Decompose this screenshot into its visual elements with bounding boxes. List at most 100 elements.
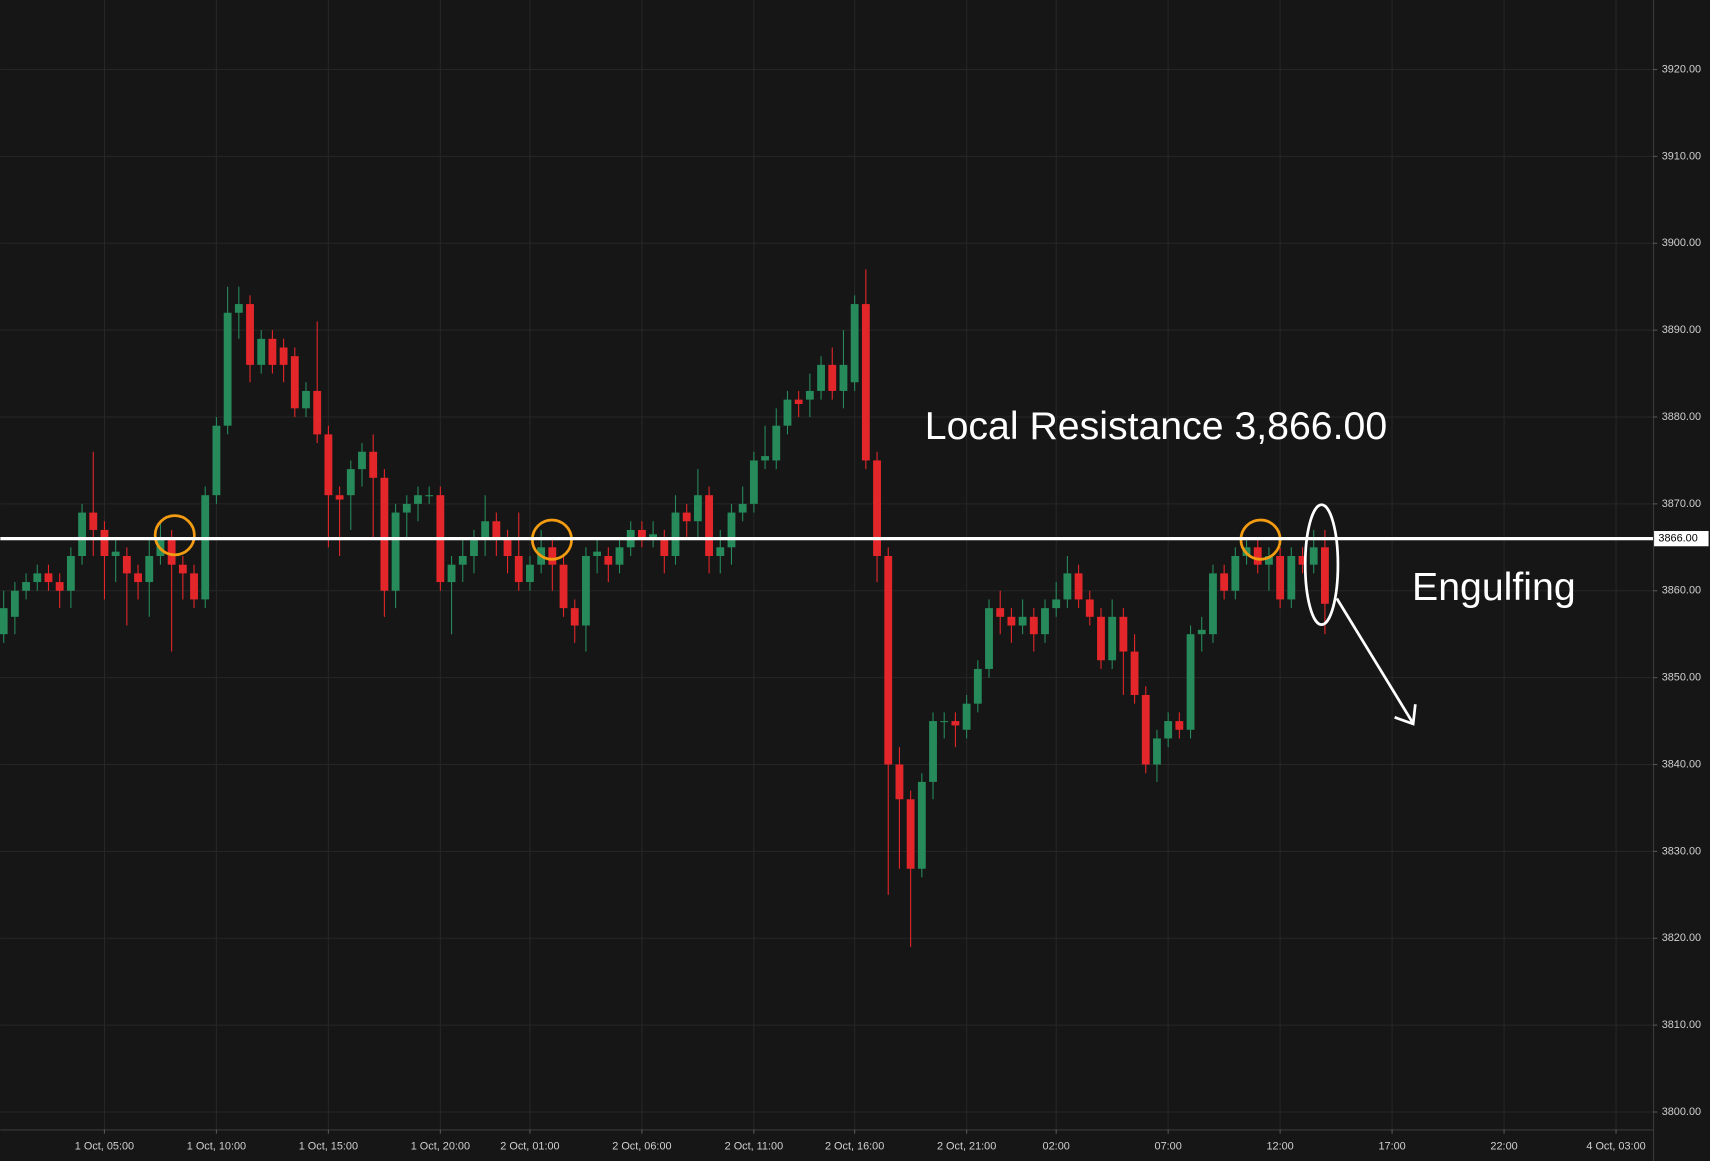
candle-body (514, 556, 523, 583)
candle-body (234, 304, 243, 313)
x-tick-label: 02:00 (1043, 1141, 1070, 1153)
candle-body (1153, 738, 1161, 765)
candle-body (279, 347, 288, 365)
candle-body (346, 469, 355, 496)
candle-body (615, 547, 624, 565)
candle-body (414, 495, 422, 504)
candle-body (111, 551, 120, 557)
candle-body (1220, 573, 1229, 591)
candle-body (895, 764, 904, 800)
candle-body (917, 781, 926, 869)
x-tick-label: 2 Oct, 11:00 (725, 1141, 784, 1153)
candle-body (223, 312, 232, 426)
candle-body (985, 608, 993, 669)
x-tick-label: 2 Oct, 06:00 (612, 1141, 671, 1153)
candle-body (458, 556, 467, 565)
x-tick-label: 22:00 (1490, 1141, 1517, 1153)
y-tick-label: 3800.00 (1662, 1106, 1701, 1118)
candle-body (1320, 547, 1329, 604)
candle-body (929, 721, 937, 782)
price-label: 3866.00 (1658, 533, 1697, 545)
candle-body (839, 364, 848, 391)
annotation-engulfing: Engulfing (1412, 565, 1576, 609)
candle-body (178, 564, 187, 574)
candle-body (313, 390, 322, 435)
candle-body (134, 573, 142, 583)
candle-body (873, 460, 881, 557)
candle-body (1074, 573, 1083, 600)
candle-body (649, 534, 658, 539)
candle-body (257, 338, 266, 365)
candle-body (660, 538, 669, 557)
candle-body (1029, 616, 1038, 635)
candle-body (10, 590, 19, 617)
x-tick-label: 1 Oct, 15:00 (299, 1141, 358, 1153)
candle-body (1175, 721, 1184, 730)
candle-body (1141, 695, 1150, 765)
x-tick-label: 07:00 (1155, 1141, 1182, 1153)
candle-body (246, 304, 254, 365)
candle-body (1253, 547, 1262, 565)
candle-body (951, 721, 960, 726)
candle-body (582, 556, 590, 626)
candle-body (1097, 616, 1105, 661)
candle-body (962, 703, 971, 730)
y-tick-label: 3890.00 (1662, 324, 1701, 336)
candle-body (1063, 573, 1072, 600)
candle-body (78, 512, 86, 557)
candle-body (425, 495, 434, 497)
candle-body (1164, 721, 1173, 739)
candle-body (89, 512, 98, 530)
candle-body (1287, 556, 1296, 600)
candle-body (268, 338, 277, 365)
candle-body (22, 582, 31, 591)
candle-body (996, 608, 1005, 617)
y-tick-label: 3920.00 (1662, 63, 1701, 75)
y-tick-label: 3870.00 (1662, 498, 1701, 510)
candle-body (1041, 608, 1049, 635)
y-tick-label: 3820.00 (1662, 932, 1701, 944)
candle-body (749, 460, 758, 504)
candle-body (1231, 556, 1240, 591)
candle-body (402, 503, 411, 513)
candle-body (100, 529, 109, 557)
candle-body (1018, 616, 1027, 626)
candle-body (671, 512, 680, 557)
candle-body (940, 721, 949, 723)
candle-body (167, 538, 176, 565)
grid (0, 0, 1658, 1134)
candle-body (391, 512, 400, 591)
candle-body (604, 556, 613, 565)
x-tick-label: 4 Oct, 03:00 (1586, 1141, 1645, 1153)
candle-body (973, 668, 982, 704)
candle-body (705, 495, 714, 557)
y-tick-label: 3840.00 (1662, 758, 1701, 770)
candle-body (0, 608, 8, 635)
candle-body (1052, 599, 1061, 609)
y-tick-label: 3900.00 (1662, 237, 1701, 249)
candle-body (593, 551, 602, 557)
y-tick-label: 3880.00 (1662, 411, 1701, 423)
candle-body (1197, 629, 1206, 635)
annotation-resistance: Local Resistance 3,866.00 (925, 404, 1387, 448)
candles (0, 269, 1329, 947)
candle-body (805, 390, 814, 400)
candle-body (55, 582, 64, 591)
arrow-head (1394, 704, 1417, 726)
candle-body (1130, 651, 1139, 696)
candle-body (884, 556, 893, 765)
candle-body (783, 399, 792, 426)
candle-body (145, 556, 154, 583)
candle-body (761, 456, 769, 461)
candle-body (1108, 616, 1117, 661)
candle-body (850, 304, 859, 383)
candle-body (1209, 573, 1217, 635)
candle-body (682, 512, 691, 522)
candle-body (503, 538, 512, 557)
candle-body (44, 573, 53, 583)
candle-body (794, 399, 803, 404)
candle-body (1298, 556, 1307, 565)
x-tick-label: 2 Oct, 21:00 (937, 1141, 996, 1153)
candle-body (1309, 547, 1318, 565)
